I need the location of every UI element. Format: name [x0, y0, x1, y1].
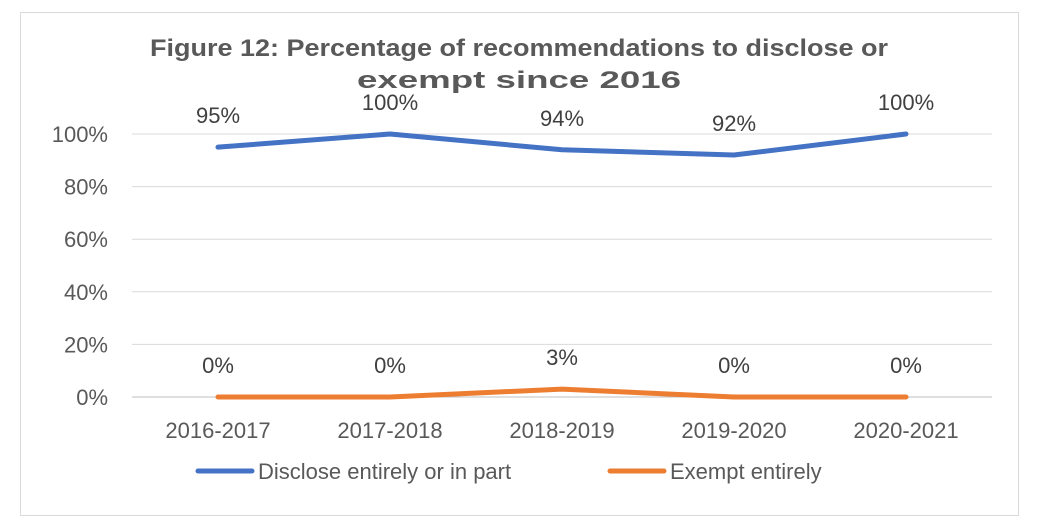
legend-label: Exempt entirely — [670, 459, 822, 484]
y-tick-label: 0% — [76, 385, 108, 410]
x-tick-label: 2016-2017 — [165, 418, 270, 443]
chart-title-line-2: exempt since 2016 — [357, 67, 681, 94]
y-tick-label: 20% — [64, 332, 108, 357]
chart-title-line-1: Figure 12: Percentage of recommendations… — [150, 35, 888, 62]
y-tick-label: 80% — [64, 175, 108, 200]
series-line-1 — [215, 131, 909, 158]
data-label: 94% — [540, 106, 584, 131]
data-label: 3% — [546, 345, 578, 370]
series-line-2 — [215, 386, 909, 400]
data-label: 0% — [202, 353, 234, 378]
x-tick-label: 2018-2019 — [509, 418, 614, 443]
data-label: 100% — [878, 90, 934, 115]
x-tick-label: 2019-2020 — [681, 418, 786, 443]
y-tick-label: 40% — [64, 280, 108, 305]
x-tick-label: 2020-2021 — [853, 418, 958, 443]
data-label: 0% — [890, 353, 922, 378]
data-label: 92% — [712, 111, 756, 136]
y-tick-label: 60% — [64, 227, 108, 252]
data-label: 100% — [362, 90, 418, 115]
x-tick-label: 2017-2018 — [337, 418, 442, 443]
legend-label: Disclose entirely or in part — [258, 459, 511, 484]
data-label: 0% — [374, 353, 406, 378]
y-tick-label: 100% — [52, 122, 108, 147]
data-label: 95% — [196, 103, 240, 128]
chart-border — [20, 12, 1019, 516]
data-label: 0% — [718, 353, 750, 378]
